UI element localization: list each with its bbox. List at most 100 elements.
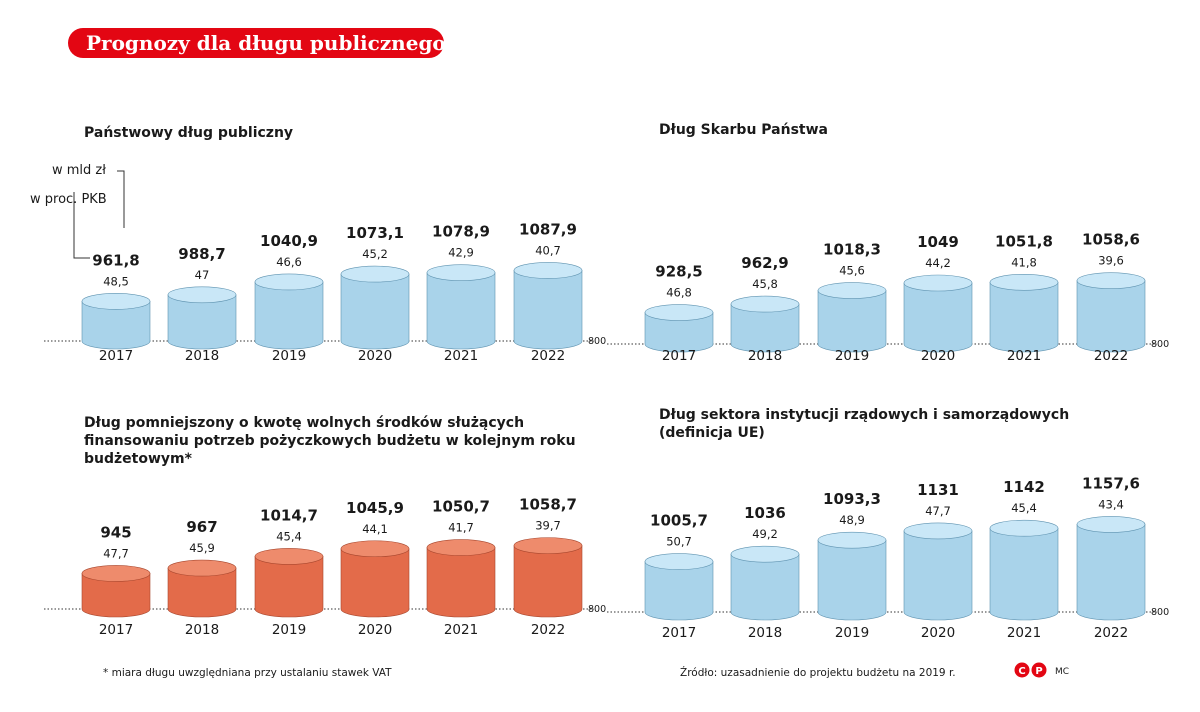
- footnote: * miara długu uwzględniana przy ustalani…: [103, 667, 392, 679]
- legend-leader-pct: [73, 192, 90, 259]
- chart-title-line: Dług pomniejszony o kwotę wolnych środkó…: [84, 415, 524, 431]
- bar-value-label: 928,5: [655, 263, 702, 281]
- cylinder-bar: [426, 547, 496, 618]
- cylinder-bar-top: [817, 282, 887, 299]
- bar-pct-label: 49,2: [752, 527, 778, 541]
- bar-pct-label: 41,8: [1011, 255, 1037, 269]
- publisher-logo: C P: [1014, 662, 1047, 678]
- x-tick-label: 2022: [1094, 625, 1128, 641]
- cylinder-bar-top: [340, 540, 410, 558]
- bar-value-label: 1093,3: [823, 490, 881, 508]
- cylinder-bar-top: [989, 274, 1059, 291]
- baseline-label: 800: [1151, 607, 1169, 618]
- cylinder-bar: [989, 527, 1059, 621]
- cylinder-bar: [254, 556, 324, 618]
- cylinder-bar: [903, 530, 973, 621]
- x-tick-label: 2019: [835, 348, 869, 364]
- bar-value-label: 1045,9: [346, 499, 404, 517]
- cylinder-bar-top: [903, 522, 973, 540]
- cylinder-bar-top: [254, 548, 324, 565]
- bar-value-label: 1051,8: [995, 232, 1053, 250]
- cylinder-bar-top: [167, 559, 237, 577]
- bar-pct-label: 50,7: [666, 535, 692, 549]
- cylinder-bar-top: [340, 265, 410, 283]
- bar-pct-label: 45,2: [362, 247, 388, 261]
- bar-pct-label: 48,9: [839, 513, 865, 527]
- bar-value-label: 1014,7: [260, 506, 318, 524]
- cylinder-bar: [989, 282, 1059, 353]
- cylinder-bar-top: [1076, 272, 1146, 289]
- cylinder-bar: [513, 270, 583, 350]
- cylinder-bar-top: [81, 293, 151, 310]
- title-banner: [68, 28, 444, 58]
- bar-pct-label: 48,5: [103, 274, 129, 288]
- x-tick-label: 2022: [531, 622, 565, 638]
- cylinder-bar: [513, 545, 583, 618]
- x-tick-label: 2017: [662, 625, 696, 641]
- cylinder-bar: [644, 312, 714, 353]
- svg-text:C: C: [1018, 666, 1025, 677]
- cylinder-bar-top: [426, 539, 496, 556]
- bar-value-label: 1142: [1003, 478, 1045, 496]
- bar-value-label: 1005,7: [650, 512, 708, 530]
- x-tick-label: 2019: [272, 622, 306, 638]
- cylinder-bar: [254, 281, 324, 350]
- x-tick-label: 2020: [358, 348, 392, 364]
- x-tick-label: 2019: [272, 348, 306, 364]
- cylinder-bar: [644, 561, 714, 621]
- cylinder-bar-top: [644, 304, 714, 321]
- bar-value-label: 1058,6: [1082, 231, 1140, 249]
- bar-value-label: 1018,3: [823, 241, 881, 259]
- chart-title-line: budżetowym*: [84, 451, 193, 467]
- svg-text:P: P: [1035, 666, 1042, 677]
- x-tick-label: 2018: [185, 622, 219, 638]
- cylinder-bar-top: [817, 531, 887, 549]
- bar-value-label: 1058,7: [519, 496, 577, 514]
- cylinder-bar: [730, 553, 800, 621]
- bar-pct-label: 42,9: [448, 246, 474, 260]
- bar-pct-label: 45,6: [839, 264, 865, 278]
- cylinder-bar: [1076, 280, 1146, 353]
- bar-pct-label: 39,7: [535, 519, 561, 533]
- cylinder-bar: [81, 573, 151, 618]
- bar-value-label: 962,9: [741, 254, 788, 272]
- x-tick-label: 2017: [99, 348, 133, 364]
- bar-value-label: 1157,6: [1082, 474, 1140, 492]
- bar-pct-label: 46,8: [666, 286, 692, 300]
- cylinder-bar-top: [167, 286, 237, 304]
- x-tick-label: 2021: [1007, 348, 1041, 364]
- baseline-label: 800: [588, 604, 606, 615]
- bar-pct-label: 46,6: [276, 255, 302, 269]
- x-tick-label: 2022: [531, 348, 565, 364]
- bar-value-label: 1131: [917, 481, 959, 499]
- cylinder-bar: [81, 301, 151, 350]
- cylinder-bar: [426, 272, 496, 350]
- bar-pct-label: 44,2: [925, 256, 951, 270]
- chart-title-line: (definicja UE): [659, 425, 765, 441]
- bar-value-label: 967: [186, 518, 217, 536]
- legend-unit-pct: w proc. PKB: [30, 192, 107, 207]
- bar-value-label: 1049: [917, 233, 959, 251]
- cylinder-bar: [817, 290, 887, 353]
- x-tick-label: 2018: [748, 625, 782, 641]
- cylinder-bar-top: [254, 273, 324, 291]
- cylinder-bar: [817, 539, 887, 621]
- cylinder-bar: [340, 548, 410, 618]
- bar-value-label: 1036: [744, 504, 786, 522]
- bar-pct-label: 47,7: [925, 504, 951, 518]
- cylinder-bar-top: [989, 519, 1059, 537]
- bar-pct-label: 45,4: [1011, 501, 1037, 515]
- cylinder-bar: [340, 273, 410, 350]
- bar-pct-label: 47,7: [103, 546, 129, 560]
- x-tick-label: 2020: [921, 625, 955, 641]
- bar-value-label: 1073,1: [346, 224, 404, 242]
- x-tick-label: 2018: [748, 348, 782, 364]
- x-tick-label: 2021: [444, 622, 478, 638]
- source-note: Źródło: uzasadnienie do projektu budżetu…: [680, 667, 956, 679]
- bar-pct-label: 45,9: [189, 541, 215, 555]
- author-initials: MC: [1055, 667, 1070, 677]
